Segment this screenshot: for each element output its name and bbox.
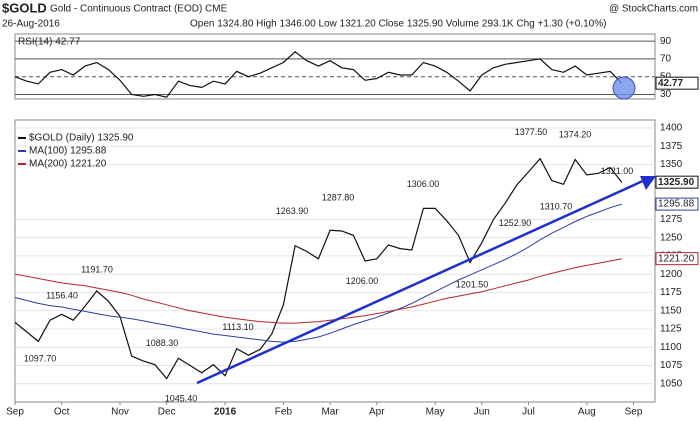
price-annotation: 1287.80 (322, 192, 355, 202)
y-tick-label: 1100 (660, 342, 682, 353)
last-value-label: 1295.88 (658, 199, 695, 210)
last-value-label: 42.77 (658, 78, 683, 89)
last-value-box (655, 76, 699, 90)
price-annotation: 1113.10 (222, 322, 253, 332)
last-value-label: 1325.90 (658, 177, 695, 188)
y-tick-label: 1175 (660, 287, 682, 298)
instrument: Gold - Continuous Contract (EOD) CME (50, 4, 228, 15)
price-annotation: 1321.00 (601, 166, 634, 176)
legend-label: MA(100) 1295.88 (29, 146, 107, 157)
y-tick-label: 1400 (660, 123, 683, 134)
price-annotation: 1206.00 (346, 276, 379, 286)
x-tick-label: Jul (522, 407, 535, 418)
y-tick-label: 1075 (660, 360, 683, 371)
price-annotation: 1156.40 (46, 290, 78, 300)
y-tick-label: 30 (660, 89, 672, 100)
y-tick-label: 1350 (660, 159, 683, 170)
highlight-circle (612, 76, 636, 100)
rsi-panel (14, 33, 656, 100)
price-annotation: 1088.30 (146, 338, 179, 348)
price-annotation: 1045.40 (165, 393, 198, 403)
y-tick-label: 70 (660, 54, 672, 65)
price-annotation: 1252.90 (499, 218, 532, 228)
credit: @ StockCharts.com (609, 4, 698, 15)
series-line (14, 203, 622, 343)
y-tick-label: 1150 (660, 305, 682, 316)
price-annotation: 1191.70 (81, 265, 113, 275)
legend-label: RSI(14) 42.77 (18, 37, 81, 48)
x-tick-label: 2016 (214, 407, 237, 418)
x-tick-label: Sep (6, 407, 24, 418)
date: 26-Aug-2016 (2, 19, 60, 30)
x-tick-label: Jun (474, 407, 490, 418)
y-tick-label: 1250 (660, 232, 683, 243)
trend-line (196, 178, 646, 385)
price-annotation: 1377.50 (515, 127, 548, 137)
x-tick-label: Feb (275, 407, 293, 418)
y-tick-label: 1375 (660, 141, 683, 152)
x-tick-label: Aug (578, 407, 596, 418)
price-annotation: 1310.70 (540, 202, 573, 212)
trend-arrow (640, 176, 656, 190)
price-annotation: 1374.20 (559, 129, 592, 139)
series-line (14, 51, 623, 98)
x-tick-label: Nov (111, 407, 129, 418)
price-annotation: 1201.50 (456, 279, 489, 289)
x-tick-label: Sep (625, 407, 643, 418)
y-tick-label: 90 (660, 36, 672, 47)
y-tick-label: 1275 (660, 214, 683, 225)
series-line (14, 157, 623, 380)
quote: Open 1324.80 High 1346.00 Low 1321.20 Cl… (190, 19, 606, 30)
y-tick-label: 1200 (660, 269, 683, 280)
last-value-box (655, 197, 699, 211)
legend-label: MA(200) 1221.20 (29, 159, 107, 170)
x-tick-label: May (426, 407, 445, 418)
y-tick-label: 1125 (660, 324, 682, 335)
price-panel (14, 119, 656, 403)
y-tick-label: 1050 (660, 378, 683, 389)
x-tick-label: Mar (321, 407, 339, 418)
legend-label: $GOLD (Daily) 1325.90 (29, 133, 134, 144)
x-tick-label: Oct (54, 407, 70, 418)
symbol: $GOLD (2, 0, 47, 15)
last-value-box (655, 175, 699, 189)
series-line (14, 258, 622, 324)
last-value-label: 1221.20 (658, 253, 695, 264)
price-annotation: 1097.70 (24, 353, 57, 363)
x-tick-label: Apr (369, 407, 385, 418)
x-tick-label: Dec (158, 407, 176, 418)
last-value-box (655, 252, 699, 266)
price-annotation: 1263.90 (276, 206, 309, 216)
price-annotation: 1306.00 (407, 179, 440, 189)
